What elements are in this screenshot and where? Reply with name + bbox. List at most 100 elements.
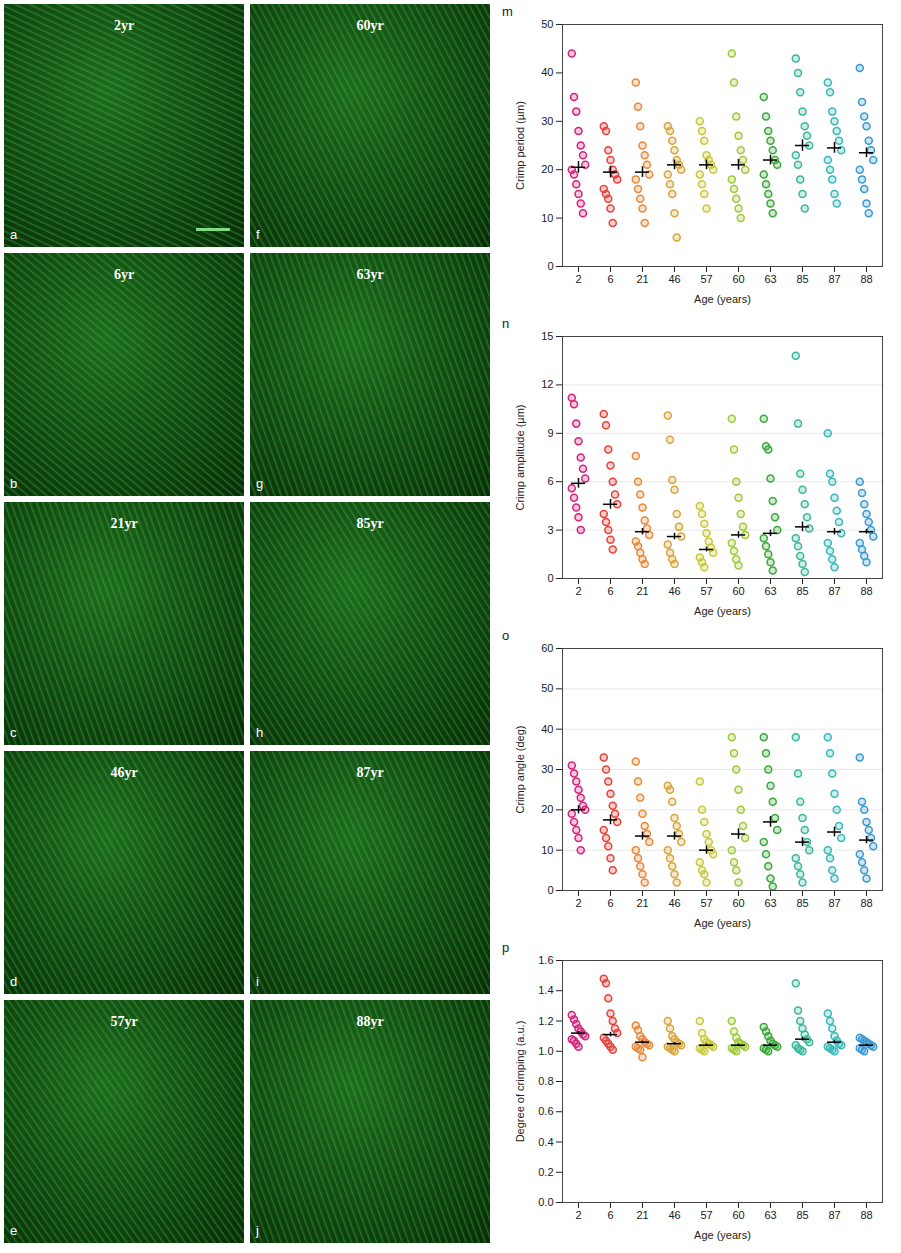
svg-text:57: 57 (700, 897, 712, 909)
svg-text:85: 85 (796, 585, 808, 597)
svg-text:85: 85 (796, 1209, 808, 1221)
html-text:60yr: 60yr (356, 18, 384, 33)
svg-text:40: 40 (541, 723, 553, 735)
html-text:57yr: 57yr (110, 1014, 138, 1029)
svg-text:6: 6 (547, 475, 553, 487)
html-text:f: f (256, 227, 260, 242)
html-text:88yr: 88yr (356, 1014, 384, 1029)
svg-text:2: 2 (575, 273, 581, 285)
svg-text:88: 88 (860, 273, 872, 285)
svg-text:6: 6 (607, 585, 613, 597)
svg-text:Degree of crimping (a.u.): Degree of crimping (a.u.) (514, 1021, 526, 1143)
svg-text:46: 46 (668, 273, 680, 285)
svg-text:46: 46 (668, 585, 680, 597)
html-text:63yr: 63yr (356, 267, 384, 282)
svg-text:63: 63 (764, 273, 776, 285)
html-text:m: m (502, 4, 513, 19)
svg-text:20: 20 (541, 803, 553, 815)
svg-text:21: 21 (636, 897, 648, 909)
svg-text:1.2: 1.2 (538, 1015, 553, 1027)
svg-text:21: 21 (636, 273, 648, 285)
svg-text:0: 0 (547, 572, 553, 584)
svg-text:0.6: 0.6 (538, 1105, 553, 1117)
svg-text:6: 6 (607, 1209, 613, 1221)
svg-text:87: 87 (828, 273, 840, 285)
svg-text:87: 87 (828, 585, 840, 597)
svg-text:30: 30 (541, 763, 553, 775)
svg-text:0.4: 0.4 (538, 1136, 553, 1148)
html-text:o: o (502, 628, 510, 643)
svg-text:85: 85 (796, 273, 808, 285)
svg-text:10: 10 (541, 844, 553, 856)
svg-text:2: 2 (575, 585, 581, 597)
svg-text:63: 63 (764, 585, 776, 597)
svg-text:3: 3 (547, 524, 553, 536)
svg-text:50: 50 (541, 682, 553, 694)
svg-text:0.8: 0.8 (538, 1075, 553, 1087)
svg-text:21: 21 (636, 1209, 648, 1221)
html-text:d: d (10, 974, 18, 989)
svg-text:2: 2 (575, 1209, 581, 1221)
svg-text:60: 60 (732, 585, 744, 597)
svg-text:57: 57 (700, 273, 712, 285)
svg-text:Crimp period (µm): Crimp period (µm) (514, 101, 526, 190)
html-text:g: g (256, 476, 264, 491)
html-text:21yr: 21yr (110, 516, 138, 531)
svg-text:63: 63 (764, 897, 776, 909)
html-text:i: i (256, 974, 259, 989)
svg-text:Crimp angle (deg): Crimp angle (deg) (514, 725, 526, 813)
html-text:a: a (10, 227, 18, 242)
svg-text:87: 87 (828, 897, 840, 909)
html-text:h: h (256, 725, 264, 740)
svg-text:60: 60 (541, 642, 553, 654)
svg-text:1.0: 1.0 (538, 1045, 553, 1057)
svg-text:Crimp amplitude (µm): Crimp amplitude (µm) (514, 405, 526, 511)
svg-text:Age (years): Age (years) (694, 293, 751, 305)
svg-text:88: 88 (860, 897, 872, 909)
svg-text:1.4: 1.4 (538, 984, 553, 996)
svg-text:12: 12 (541, 378, 553, 390)
svg-text:60: 60 (732, 273, 744, 285)
html-text:b: b (10, 476, 18, 491)
svg-text:1.6: 1.6 (538, 954, 553, 966)
svg-text:57: 57 (700, 1209, 712, 1221)
svg-text:0.0: 0.0 (538, 1196, 553, 1208)
html-text:87yr: 87yr (356, 765, 384, 780)
svg-text:21: 21 (636, 585, 648, 597)
svg-text:20: 20 (541, 163, 553, 175)
html-text:c: c (10, 725, 17, 740)
svg-text:50: 50 (541, 18, 553, 30)
svg-text:46: 46 (668, 1209, 680, 1221)
svg-text:85: 85 (796, 897, 808, 909)
svg-text:60: 60 (732, 897, 744, 909)
html-text:e: e (10, 1223, 18, 1238)
svg-text:Age (years): Age (years) (694, 917, 751, 929)
html-text:p: p (502, 940, 510, 955)
svg-text:0: 0 (547, 260, 553, 272)
svg-text:60: 60 (732, 1209, 744, 1221)
svg-text:0.2: 0.2 (538, 1166, 553, 1178)
svg-text:88: 88 (860, 1209, 872, 1221)
html-text:j: j (256, 1223, 259, 1238)
svg-text:15: 15 (541, 330, 553, 342)
html-text:46yr: 46yr (110, 765, 138, 780)
svg-text:63: 63 (764, 1209, 776, 1221)
html-text:2yr: 2yr (113, 18, 135, 33)
svg-text:9: 9 (547, 427, 553, 439)
svg-text:6: 6 (607, 897, 613, 909)
svg-text:57: 57 (700, 585, 712, 597)
svg-text:6: 6 (607, 273, 613, 285)
html-text:6yr: 6yr (113, 267, 135, 282)
svg-text:10: 10 (541, 212, 553, 224)
svg-text:87: 87 (828, 1209, 840, 1221)
svg-text:0: 0 (547, 884, 553, 896)
svg-text:2: 2 (575, 897, 581, 909)
html-text:n: n (502, 316, 510, 331)
svg-text:46: 46 (668, 897, 680, 909)
svg-text:40: 40 (541, 66, 553, 78)
html-text:85yr: 85yr (356, 516, 384, 531)
svg-text:Age (years): Age (years) (694, 605, 751, 617)
svg-text:Age (years): Age (years) (694, 1229, 751, 1241)
svg-text:88: 88 (860, 585, 872, 597)
svg-text:30: 30 (541, 115, 553, 127)
